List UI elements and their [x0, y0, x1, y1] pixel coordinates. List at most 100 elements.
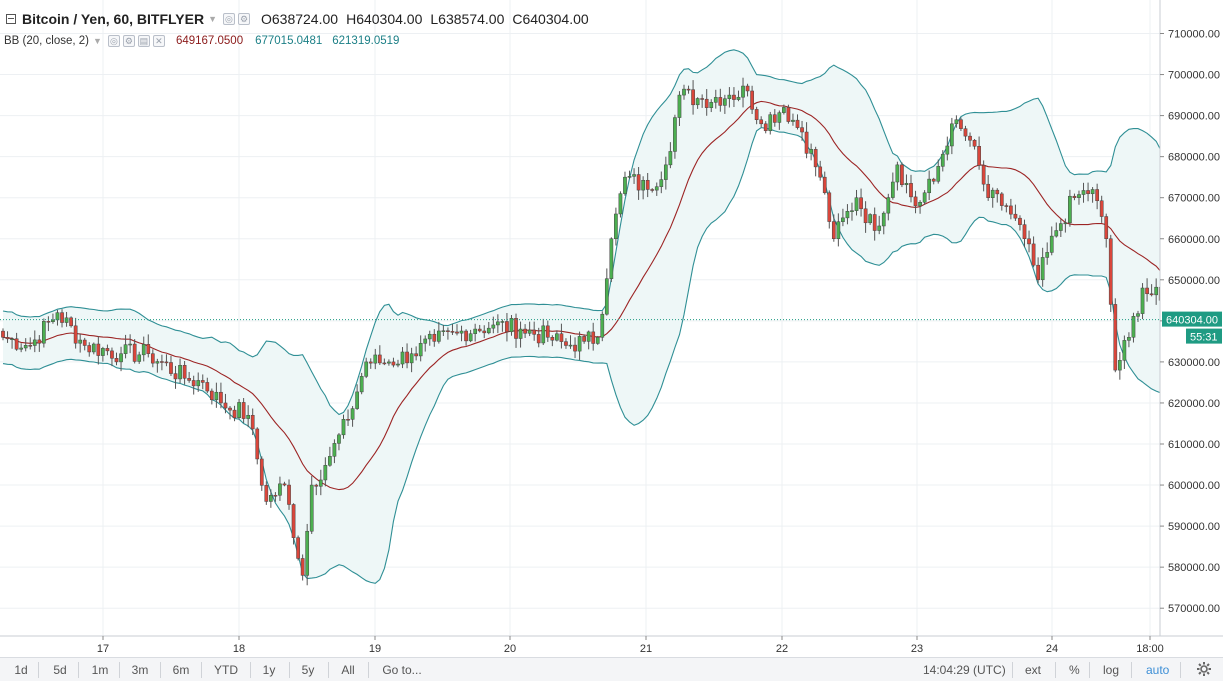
candle-body	[618, 193, 623, 215]
symbol-title[interactable]: Bitcoin / Yen, 60, BITFLYER	[22, 11, 205, 27]
indicator-legend: BB (20, close, 2) ▼ ◎ ⚙ ▤ ✕ 649167.0500 …	[0, 32, 399, 50]
go-to-button[interactable]: Go to...	[382, 663, 422, 677]
candle-body	[32, 339, 37, 346]
candle-body	[418, 343, 423, 357]
upper-band-line	[2, 49, 1180, 416]
time-tick-label: 17	[97, 643, 109, 655]
gear-icon[interactable]	[1196, 661, 1212, 677]
candle-body	[477, 328, 482, 332]
candle-body	[309, 484, 314, 532]
candle-body	[772, 114, 777, 123]
candle-body	[87, 345, 92, 353]
candle-body	[132, 343, 137, 362]
candle-body	[473, 328, 478, 334]
candle-body	[332, 443, 337, 457]
candle-body	[999, 193, 1004, 206]
collapse-legend-icon[interactable]	[6, 14, 16, 24]
candle-body	[396, 363, 400, 366]
time-tick-label: 24	[1046, 643, 1058, 655]
symbol-legend: Bitcoin / Yen, 60, BITFLYER ▼ ◎ ⚙ O 63872…	[0, 8, 589, 30]
gear-icon[interactable]: ⚙	[237, 13, 250, 25]
candle-body	[718, 97, 723, 106]
utc-clock[interactable]: 14:04:29 (UTC)	[923, 663, 1006, 677]
candle-body	[577, 336, 582, 352]
candle-body	[663, 164, 668, 180]
range-5d-button[interactable]: 5d	[53, 663, 67, 677]
candle-body	[1122, 340, 1127, 361]
candle-body	[954, 119, 959, 125]
candle-body	[913, 196, 918, 207]
candle-body	[591, 331, 596, 344]
bollinger-bands	[2, 49, 1180, 584]
candle-body	[346, 419, 350, 421]
price-chart[interactable]: 710000.00 700000.00 690000.00 680000.00 6700…	[0, 0, 1223, 657]
candle-body	[482, 330, 487, 334]
candle-body	[364, 361, 369, 377]
candle-body	[822, 176, 827, 194]
candle-body	[582, 336, 586, 342]
candle-body	[1108, 238, 1113, 305]
candle-body	[713, 97, 718, 103]
close-icon[interactable]: ✕	[152, 35, 165, 47]
price-tick-label: 710000.00	[1168, 29, 1220, 41]
divider	[201, 662, 202, 678]
candle-body	[995, 189, 1000, 195]
candle-body	[60, 312, 64, 323]
open-label: O	[260, 11, 272, 27]
range-ytd-button[interactable]: YTD	[214, 663, 238, 677]
candle-body	[160, 361, 164, 363]
time-axis[interactable]: 17 18 19 20 21 22 23 24 18:00	[0, 635, 1223, 657]
range-1y-button[interactable]: 1y	[262, 663, 276, 677]
settings-icon[interactable]: ▤	[137, 35, 150, 47]
range-5y-button[interactable]: 5y	[301, 663, 315, 677]
percent-scale-toggle[interactable]: %	[1069, 663, 1080, 677]
candle-body	[1090, 189, 1095, 195]
candle-body	[836, 221, 841, 240]
range-all-button[interactable]: All	[341, 663, 355, 677]
candle-body	[818, 166, 823, 178]
current-price-label: 640304.00	[1166, 315, 1218, 327]
range-1d-button[interactable]: 1d	[14, 663, 28, 677]
candle-body	[536, 334, 541, 344]
candle-body	[700, 98, 705, 100]
candle-body	[259, 458, 264, 486]
divider	[119, 662, 120, 678]
candle-body	[977, 146, 981, 166]
candle-body	[1086, 190, 1090, 195]
range-1m-button[interactable]: 1m	[91, 663, 109, 677]
candle-body	[51, 319, 55, 323]
indicator-label[interactable]: BB (20, close, 2)	[4, 35, 90, 47]
price-axis[interactable]: 710000.00 700000.00 690000.00 680000.00 6700…	[1159, 0, 1223, 636]
candle-body	[568, 344, 573, 347]
candle-body	[450, 331, 455, 333]
gear-icon[interactable]: ⚙	[122, 35, 135, 47]
range-6m-button[interactable]: 6m	[172, 663, 190, 677]
candle-body	[214, 391, 219, 401]
candle-body	[119, 353, 123, 363]
price-tick-label: 600000.00	[1168, 480, 1220, 492]
candle-body	[123, 344, 128, 354]
chevron-down-icon[interactable]: ▼	[93, 36, 102, 46]
eye-icon[interactable]: ◎	[107, 35, 120, 47]
extended-hours-toggle[interactable]: ext	[1025, 663, 1042, 677]
candle-body	[491, 324, 496, 329]
band-fill	[3, 49, 1179, 584]
log-scale-toggle[interactable]: log	[1103, 663, 1120, 677]
candle-body	[414, 353, 418, 357]
candle-body	[827, 192, 832, 222]
candle-body	[128, 343, 132, 346]
range-3m-button[interactable]: 3m	[131, 663, 149, 677]
candle-body	[909, 183, 913, 198]
candle-body	[282, 483, 287, 486]
auto-scale-toggle[interactable]: auto	[1146, 663, 1170, 677]
bottom-toolbar: 1d 5d 1m 3m 6m YTD 1y 5y All Go to... 14…	[0, 657, 1223, 681]
eye-icon[interactable]: ◎	[222, 13, 235, 25]
price-tick-label: 580000.00	[1168, 562, 1220, 574]
time-axis-bg	[0, 636, 1223, 657]
candle-body	[595, 337, 600, 344]
chevron-down-icon[interactable]: ▼	[208, 14, 217, 24]
candle-body	[55, 312, 60, 321]
candle-body	[1127, 337, 1131, 341]
countdown-badge	[1186, 328, 1222, 344]
candle-body	[918, 202, 922, 207]
